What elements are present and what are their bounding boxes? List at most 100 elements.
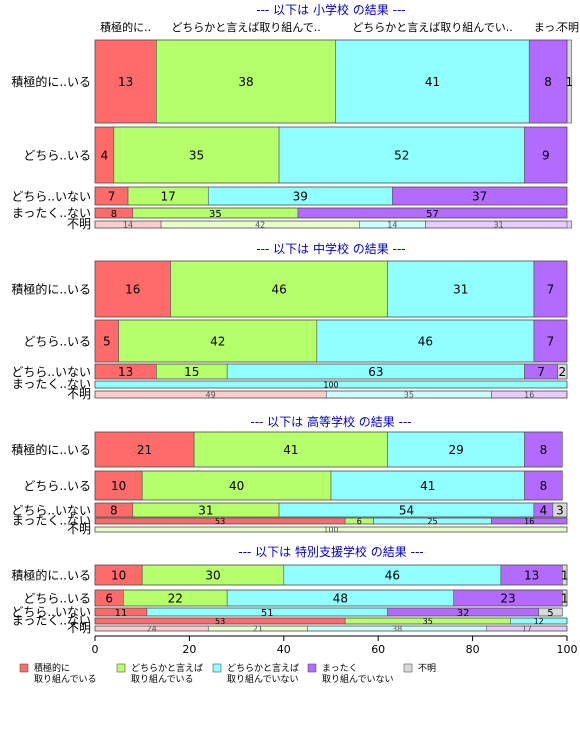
column-header: どちらかと言えば取り組んで.. bbox=[171, 21, 320, 34]
data-label: 23 bbox=[500, 592, 515, 606]
data-label: 35 bbox=[209, 209, 222, 220]
row-label: 不明 bbox=[67, 621, 91, 635]
data-label: 39 bbox=[293, 190, 308, 204]
bar-outline bbox=[94, 126, 568, 184]
data-label: 42 bbox=[255, 221, 265, 230]
column-header: 不明 bbox=[557, 21, 579, 34]
data-label: 6 bbox=[357, 517, 362, 526]
data-label: 40 bbox=[229, 479, 244, 493]
data-label: 16 bbox=[524, 517, 534, 526]
data-label: 17 bbox=[161, 190, 176, 204]
data-label: 24 bbox=[147, 625, 157, 634]
bar-outline bbox=[94, 607, 563, 617]
bar-outline bbox=[94, 260, 568, 318]
data-label: 8 bbox=[540, 479, 548, 493]
data-label: 7 bbox=[537, 365, 545, 379]
data-label: 31 bbox=[198, 504, 213, 518]
data-label: 57 bbox=[426, 209, 439, 220]
data-label: 35 bbox=[404, 391, 414, 400]
panel-title: --- 以下は 特別支援学校 の結果 --- bbox=[238, 544, 423, 559]
data-label: 38 bbox=[238, 75, 253, 89]
bar-segment bbox=[94, 431, 195, 468]
row-label: 不明 bbox=[67, 387, 91, 401]
data-label: 4 bbox=[540, 504, 548, 518]
bar-segment bbox=[278, 126, 525, 184]
data-label: 32 bbox=[457, 608, 470, 619]
data-label: 25 bbox=[427, 517, 437, 526]
data-label: 22 bbox=[168, 592, 183, 606]
legend-label: 取り組んでいる bbox=[131, 673, 194, 685]
bar-outline bbox=[94, 390, 568, 399]
bar-outline bbox=[94, 39, 568, 124]
row-label: まったく..ない bbox=[12, 377, 91, 391]
data-label: 1 bbox=[561, 569, 569, 583]
x-tick-label: 60 bbox=[371, 643, 385, 656]
row-label: まったく..ない bbox=[12, 206, 91, 220]
column-header: どちらかと言えば取り組んでい.. bbox=[352, 21, 512, 34]
data-label: 53 bbox=[215, 517, 225, 526]
data-label: 41 bbox=[420, 479, 435, 493]
data-label: 8 bbox=[111, 209, 117, 220]
data-label: 17 bbox=[522, 625, 532, 634]
row-label: 積極的に..いる bbox=[11, 74, 91, 89]
data-label: 37 bbox=[472, 190, 487, 204]
data-label: 3 bbox=[556, 504, 564, 518]
x-tick-label: 0 bbox=[92, 643, 99, 656]
row-label: どちら..いない bbox=[11, 365, 91, 379]
bar-outline bbox=[94, 589, 568, 607]
data-label: 10 bbox=[111, 569, 126, 583]
data-label: 7 bbox=[108, 190, 116, 204]
data-label: 8 bbox=[540, 443, 548, 457]
data-label: 100 bbox=[323, 526, 338, 535]
row-label: まったく..ない bbox=[12, 513, 91, 527]
data-label: 52 bbox=[394, 149, 409, 163]
data-label: 31 bbox=[453, 283, 468, 297]
legend-label: 取り組んでいない bbox=[322, 673, 394, 685]
data-label: 7 bbox=[547, 335, 555, 349]
legend-swatch bbox=[116, 663, 126, 673]
data-label: 5 bbox=[103, 335, 111, 349]
data-label: 5 bbox=[547, 608, 553, 619]
row-label: どちら..いない bbox=[11, 190, 91, 204]
data-label: 29 bbox=[448, 443, 463, 457]
data-label: 4 bbox=[101, 149, 109, 163]
row-label: どちら..いない bbox=[11, 605, 91, 619]
data-label: 8 bbox=[544, 75, 552, 89]
row-label: まったく..ない bbox=[12, 613, 91, 627]
row-label: どちら..いる bbox=[23, 479, 91, 493]
legend-label: どちらかと言えば bbox=[131, 662, 203, 674]
data-label: 100 bbox=[323, 381, 338, 390]
data-label: 48 bbox=[333, 592, 348, 606]
bar-outline bbox=[94, 363, 568, 380]
data-label: 21 bbox=[137, 443, 152, 457]
bar-outline bbox=[94, 526, 568, 533]
data-label: 6 bbox=[105, 592, 113, 606]
row-label: どちら..いる bbox=[23, 149, 91, 163]
data-label: 46 bbox=[271, 283, 286, 297]
data-label: 12 bbox=[534, 617, 544, 626]
bar-outline bbox=[94, 625, 568, 632]
data-label: 16 bbox=[524, 391, 534, 400]
bar-segment bbox=[118, 319, 318, 363]
data-label: 16 bbox=[125, 283, 140, 297]
data-label: 10 bbox=[111, 479, 126, 493]
data-label: 35 bbox=[189, 149, 204, 163]
row-label: 積極的に..いる bbox=[11, 568, 91, 583]
bar-outline bbox=[94, 207, 568, 219]
x-tick-label: 20 bbox=[182, 643, 196, 656]
data-label: 21 bbox=[253, 625, 263, 634]
column-header: 積極的に.. bbox=[100, 20, 151, 34]
bar-outline bbox=[94, 319, 568, 363]
bar-segment bbox=[524, 470, 563, 501]
data-label: 31 bbox=[493, 221, 503, 230]
data-label: 53 bbox=[215, 617, 225, 626]
data-label: 63 bbox=[368, 365, 383, 379]
bar-segment bbox=[156, 39, 337, 124]
x-tick-label: 40 bbox=[277, 643, 291, 656]
row-label: どちら..いる bbox=[23, 335, 91, 349]
data-label: 13 bbox=[118, 365, 133, 379]
legend-swatch bbox=[307, 663, 317, 673]
data-label: 41 bbox=[283, 443, 298, 457]
